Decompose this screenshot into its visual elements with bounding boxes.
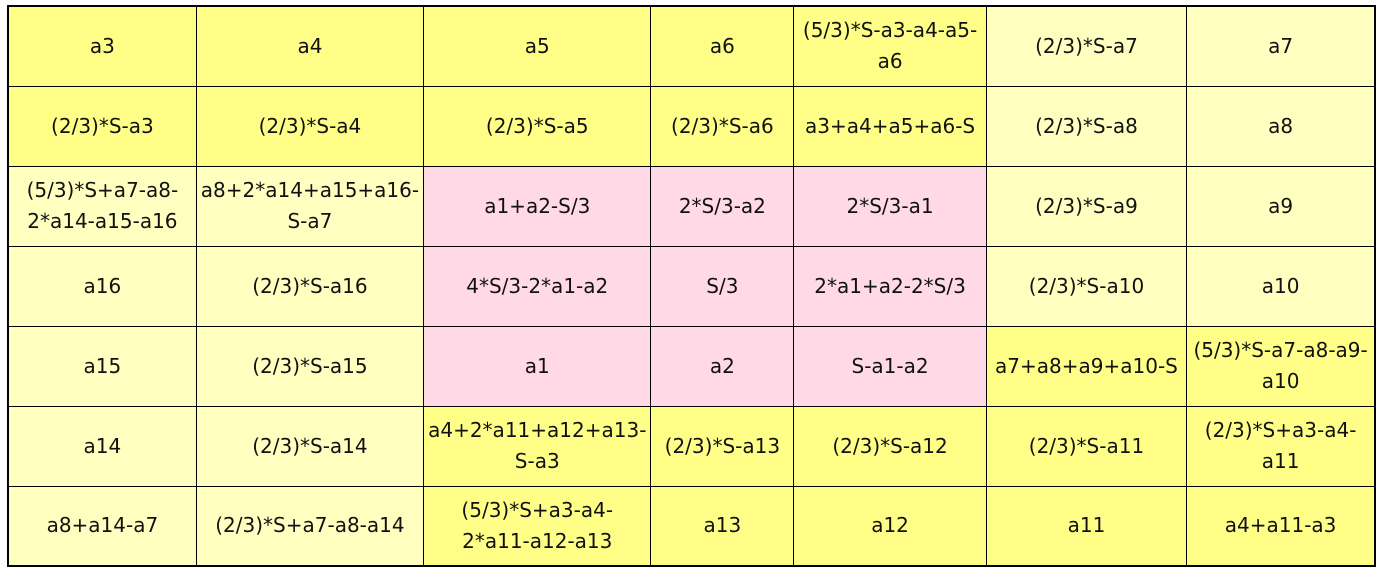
table-cell[interactable]: a6 <box>650 5 795 87</box>
table-cell[interactable]: (2/3)*S-a16 <box>195 245 425 327</box>
table-cell[interactable]: (2/3)*S-a12 <box>793 405 987 487</box>
table-cell[interactable]: a5 <box>423 5 652 87</box>
table-cell[interactable]: (2/3)*S-a10 <box>985 245 1188 327</box>
table-cell[interactable]: a2 <box>650 325 795 407</box>
table-cell[interactable]: a16 <box>7 245 197 327</box>
table-cell[interactable]: a11 <box>985 485 1188 567</box>
table-cell[interactable]: a7+a8+a9+a10-S <box>985 325 1188 407</box>
table-cell[interactable]: (2/3)*S-a7 <box>985 5 1188 87</box>
table-cell[interactable]: (2/3)*S-a13 <box>650 405 795 487</box>
table-cell[interactable]: (5/3)*S-a3-a4-a5-a6 <box>793 5 987 87</box>
table-cell[interactable]: (2/3)*S-a8 <box>985 85 1188 167</box>
table-cell[interactable]: (2/3)*S+a7-a8-a14 <box>195 485 425 567</box>
table-cell[interactable]: a8+a14-a7 <box>7 485 197 567</box>
table-cell[interactable]: a3 <box>7 5 197 87</box>
table-cell[interactable]: a12 <box>793 485 987 567</box>
table-cell[interactable]: (5/3)*S+a3-a4-2*a11-a12-a13 <box>423 485 652 567</box>
table-cell[interactable]: a10 <box>1186 245 1376 327</box>
table-row: a3 a4 a5 a6 (5/3)*S-a3-a4-a5-a6 (2/3)*S-a7 a7 <box>7 5 1376 87</box>
table-cell[interactable]: S/3 <box>650 245 795 327</box>
table-cell[interactable]: (2/3)*S-a6 <box>650 85 795 167</box>
magic-square-table: a3 a4 a5 a6 (5/3)*S-a3-a4-a5-a6 (2/3)*S-a7 a7(… <box>7 5 1376 567</box>
table-cell[interactable]: a4+a11-a3 <box>1186 485 1376 567</box>
table-cell[interactable]: (5/3)*S+a7-a8-2*a14-a15-a16 <box>7 165 197 247</box>
table-row: a16 (2/3)*S-a16 4*S/3-2*a1-a2 S/3 2*a1+a2-2*… <box>7 245 1376 327</box>
table-cell[interactable]: a4 <box>195 5 425 87</box>
table-row: (5/3)*S+a7-a8-2*a14-a15-a16 a8+2*a14+a15+… <box>7 165 1376 247</box>
table-row: (2/3)*S-a3 (2/3)*S-a4 (2/3)*S-a5 (2/3)*S-a6… <box>7 85 1376 167</box>
table-cell[interactable]: a8 <box>1186 85 1376 167</box>
table-cell[interactable]: (2/3)*S-a15 <box>195 325 425 407</box>
table-cell[interactable]: (2/3)*S+a3-a4-a11 <box>1186 405 1376 487</box>
table-cell[interactable]: (5/3)*S-a7-a8-a9-a10 <box>1186 325 1376 407</box>
table-cell[interactable]: a4+2*a11+a12+a13-S-a3 <box>423 405 652 487</box>
table-cell[interactable]: a1 <box>423 325 652 407</box>
table-cell[interactable]: (2/3)*S-a14 <box>195 405 425 487</box>
table-cell[interactable]: 2*a1+a2-2*S/3 <box>793 245 987 327</box>
table-cell[interactable]: a13 <box>650 485 795 567</box>
table-cell[interactable]: 4*S/3-2*a1-a2 <box>423 245 652 327</box>
table-cell[interactable]: S-a1-a2 <box>793 325 987 407</box>
table-row: a15 (2/3)*S-a15 a1 a2 S-a1-a2 a7+a8+a9+a10-S(… <box>7 325 1376 407</box>
table-cell[interactable]: a15 <box>7 325 197 407</box>
table-cell[interactable]: (2/3)*S-a9 <box>985 165 1188 247</box>
table-cell[interactable]: a14 <box>7 405 197 487</box>
table-cell[interactable]: a7 <box>1186 5 1376 87</box>
table-cell[interactable]: (2/3)*S-a11 <box>985 405 1188 487</box>
table-cell[interactable]: 2*S/3-a2 <box>650 165 795 247</box>
table-cell[interactable]: (2/3)*S-a4 <box>195 85 425 167</box>
table-cell[interactable]: a3+a4+a5+a6-S <box>793 85 987 167</box>
table-cell[interactable]: 2*S/3-a1 <box>793 165 987 247</box>
table-row: a8+a14-a7 (2/3)*S+a7-a8-a14 (5/3)*S+a3-a4-… <box>7 485 1376 567</box>
table-row: a14 (2/3)*S-a14 a4+2*a11+a12+a13-S-a3 (2/3)… <box>7 405 1376 487</box>
table-cell[interactable]: a9 <box>1186 165 1376 247</box>
table-cell[interactable]: a8+2*a14+a15+a16-S-a7 <box>195 165 425 247</box>
table-cell[interactable]: a1+a2-S/3 <box>423 165 652 247</box>
table-cell[interactable]: (2/3)*S-a3 <box>7 85 197 167</box>
table-cell[interactable]: (2/3)*S-a5 <box>423 85 652 167</box>
